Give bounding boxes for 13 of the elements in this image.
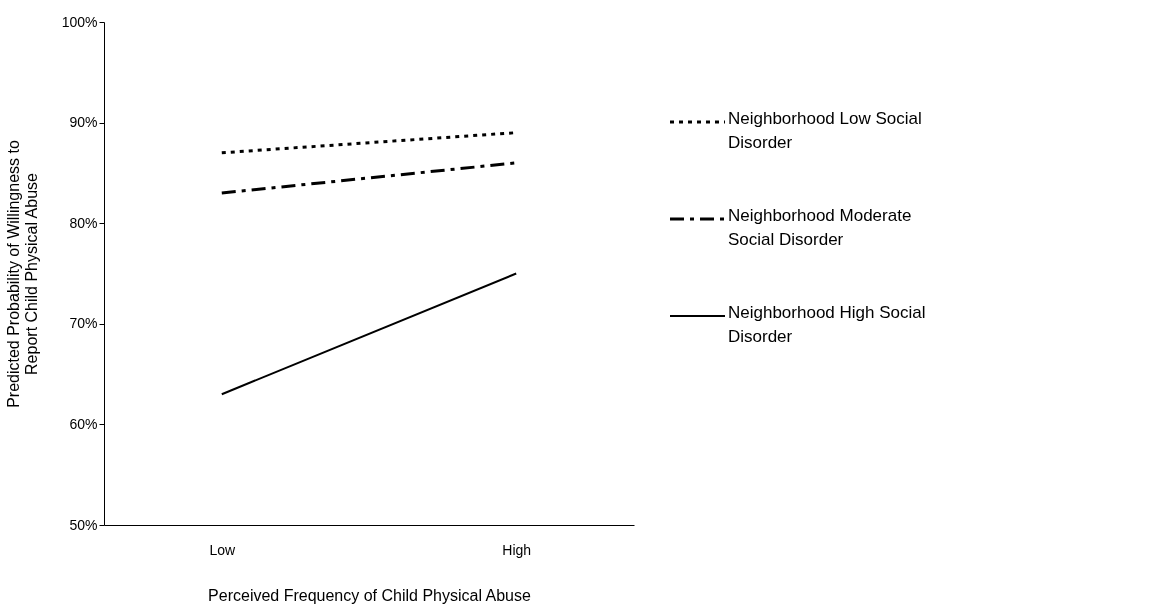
x-axis-title: Perceived Frequency of Child Physical Abuse xyxy=(208,586,532,604)
y-tick-label: 90% xyxy=(69,114,98,131)
x-tick-label: Low xyxy=(209,541,237,558)
y-tick-label: 100% xyxy=(61,13,98,30)
legend-label: Neighborhood Low Social Disorder xyxy=(728,109,922,152)
legend-label: Neighborhood Moderate Social Disorder xyxy=(728,206,912,249)
y-tick-label: 50% xyxy=(69,516,98,533)
y-tick-label: 80% xyxy=(69,214,98,231)
y-axis-title: Predicted Probability of Willingness to Report Child Physical Abuse xyxy=(4,140,40,408)
x-tick-label: High xyxy=(502,541,532,558)
y-tick-label: 60% xyxy=(69,415,98,432)
legend-label: Neighborhood High Social Disorder xyxy=(728,303,926,346)
y-tick-label: 70% xyxy=(69,315,98,332)
